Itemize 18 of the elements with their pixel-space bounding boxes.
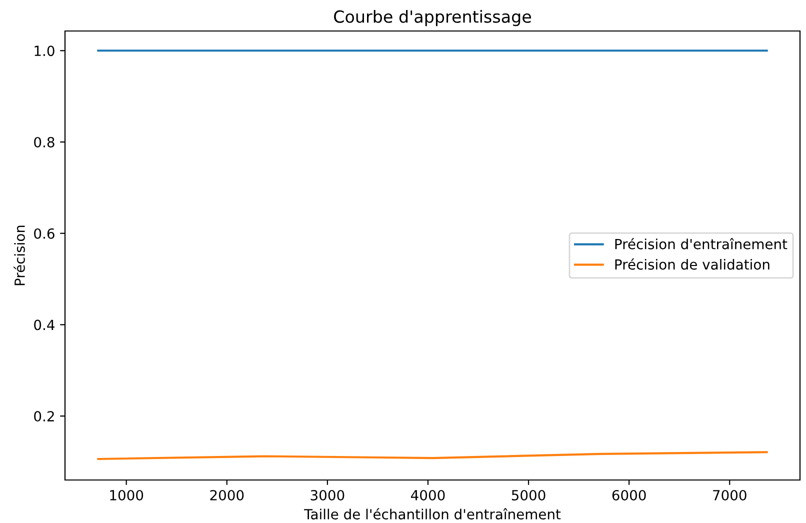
legend-label: Précision d'entraînement	[615, 238, 788, 250]
x-tick-label: 5000	[512, 490, 546, 500]
line-series	[97, 451, 768, 460]
x-tick-label: 1000	[110, 490, 144, 500]
y-tick-label: 0.4	[34, 320, 54, 330]
legend-label: Précision de validation	[615, 258, 770, 270]
y-tick-label: 0.8	[34, 136, 54, 148]
x-tick-label: 7000	[713, 490, 746, 500]
y-tick-label: 1.0	[34, 46, 54, 56]
x-tick-label: 6000	[612, 490, 646, 500]
y-axis-title: Précision	[14, 226, 25, 286]
y-tick-label: 0.6	[34, 228, 54, 239]
x-axis-title: Taille de l'échantillon d'entraînement	[304, 508, 561, 520]
x-tick-label: 2000	[210, 490, 244, 500]
x-tick-label: 3000	[310, 490, 344, 500]
y-tick-label: 0.2	[34, 411, 54, 422]
chart-title: Courbe d'apprentissage	[334, 10, 532, 26]
x-tick-label: 4000	[410, 490, 445, 500]
